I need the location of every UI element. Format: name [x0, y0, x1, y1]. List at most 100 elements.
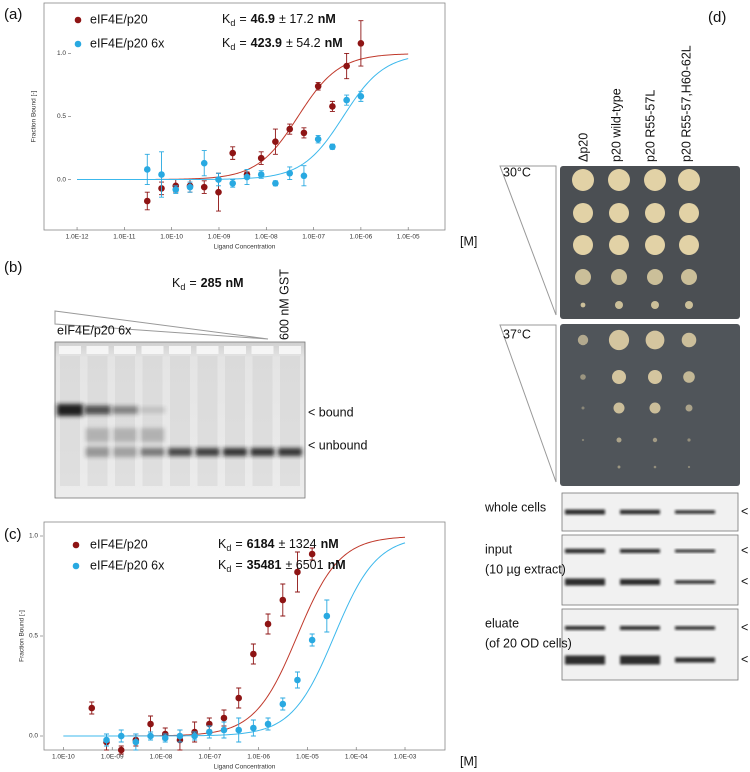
yeast-spot — [573, 203, 593, 223]
gel-band — [168, 448, 192, 456]
gel-well — [114, 346, 136, 354]
yeast-spot — [678, 169, 700, 191]
legend-label: eIF4E/p20 6x — [90, 558, 165, 572]
blot-band — [565, 655, 605, 665]
blot-band — [675, 549, 715, 553]
data-point — [143, 166, 151, 173]
yeast-spot — [649, 402, 661, 414]
kd-error: ± 1324 — [278, 537, 316, 551]
data-point — [300, 129, 308, 137]
data-point — [229, 149, 236, 157]
blot-band — [620, 509, 660, 515]
blot-label: input — [485, 542, 513, 556]
data-point — [357, 40, 365, 47]
x-tick-label: 1.0E-06 — [247, 754, 270, 761]
kd-subscript: d — [230, 18, 235, 28]
blot-band — [565, 509, 605, 515]
yeast-spot — [645, 203, 665, 223]
data-point — [257, 171, 265, 178]
yeast-spot — [581, 438, 585, 442]
data-point — [329, 103, 336, 110]
blot-membrane — [561, 608, 739, 681]
strain-label: p20 R55-57,H60-62L — [679, 45, 693, 162]
gel-lane-smear — [225, 356, 245, 486]
kd-error: ± 17.2 — [279, 12, 314, 26]
data-point — [279, 596, 287, 604]
blot-band — [620, 626, 660, 630]
x-tick-label: 1.0E-09 — [208, 234, 231, 241]
data-point — [191, 732, 198, 740]
blot-band-label: < p20 — [741, 574, 750, 588]
data-point — [132, 738, 140, 746]
gel-well — [251, 346, 274, 354]
kd-subscript: d — [180, 282, 185, 292]
gel-band — [195, 448, 220, 456]
gel-lane-smear — [197, 356, 218, 486]
data-point — [257, 154, 265, 162]
kd-annotation: Kd = 285 nM — [172, 276, 244, 292]
data-point — [314, 82, 322, 90]
data-point — [161, 734, 169, 742]
x-tick-label: 1.0E-07 — [302, 234, 325, 241]
gel-band — [84, 405, 111, 415]
gel-well — [224, 346, 246, 354]
blot-label: eluate — [485, 616, 519, 630]
data-point — [286, 125, 294, 133]
plate — [560, 324, 740, 486]
yeast-spot — [651, 301, 659, 309]
gel-lane-smear — [87, 356, 108, 486]
fit-curve — [77, 53, 409, 181]
kd-symbol: K — [218, 558, 227, 572]
y-tick-label: 0.5 — [29, 633, 38, 640]
data-point — [329, 143, 336, 151]
x-tick-label: 1.0E-10 — [160, 234, 183, 241]
blot-band-label: < eIF4E — [741, 543, 750, 557]
blot-band — [675, 580, 715, 584]
yeast-spot — [681, 332, 697, 348]
yeast-spot — [653, 465, 657, 469]
titration-label: eIF4E/p20 6x — [57, 323, 132, 337]
data-point — [264, 620, 272, 628]
temperature-label: 30°C — [503, 165, 531, 179]
x-tick-label: 1.0E-05 — [296, 754, 319, 761]
x-axis-unit: [M] — [460, 234, 477, 248]
yeast-spot — [683, 371, 695, 383]
x-axis-unit: [M] — [460, 754, 477, 768]
fit-curve — [77, 58, 409, 181]
western-blots: < p20 whole cells < eIF4E < p20 input (10 µg … — [484, 492, 750, 681]
plot-frame — [43, 521, 446, 751]
yeast-spot — [580, 374, 586, 380]
kd-equals: = — [239, 36, 246, 50]
x-tick-label: 1.0E-04 — [345, 754, 368, 761]
yeast-spot — [687, 438, 691, 442]
kd-value: 423.9 — [251, 36, 282, 50]
y-tick-label: 1.0 — [57, 50, 66, 57]
x-tick-label: 1.0E-08 — [255, 234, 278, 241]
kd-annotation: Kd = 6184 ± 1324 nM — [218, 537, 339, 553]
blot-band-label: < p20 — [741, 652, 750, 666]
data-point — [250, 650, 257, 658]
data-point — [215, 188, 222, 196]
yeast-spot — [608, 329, 630, 351]
kd-value: 35481 — [247, 558, 282, 572]
data-point — [88, 704, 96, 712]
kd-symbol: K — [172, 276, 181, 290]
x-tick-label: 1.0E-09 — [101, 754, 124, 761]
band-label: < unbound — [308, 438, 367, 452]
gel-band — [140, 428, 165, 442]
data-point — [215, 176, 222, 183]
yeast-spot — [685, 301, 693, 309]
control-label: 600 nM GST — [277, 269, 291, 340]
data-point — [186, 183, 194, 191]
y-axis-label: Fraction Bound [-] — [31, 90, 38, 142]
kd-annotation: Kd = 423.9 ± 54.2 nM — [222, 36, 343, 52]
kd-value: 46.9 — [251, 12, 275, 26]
yeast-spot — [612, 370, 626, 384]
panel-label: (d) — [708, 9, 726, 26]
yeast-spot — [572, 169, 594, 191]
x-tick-label: 1.0E-05 — [397, 234, 420, 241]
gel-band — [139, 407, 166, 413]
titration-wedge — [54, 310, 269, 340]
data-point — [294, 676, 301, 684]
gel-band — [57, 404, 83, 416]
